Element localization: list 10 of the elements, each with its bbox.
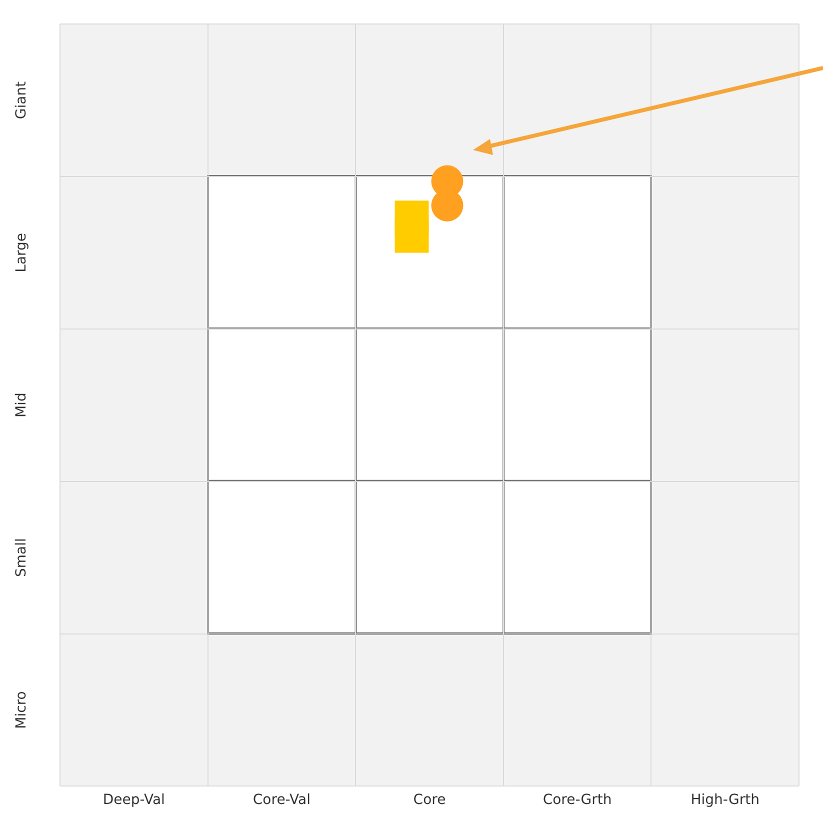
category-label: Giant bbox=[14, 81, 30, 120]
x-tick-label: High-Grth bbox=[690, 792, 760, 808]
category-label: Small bbox=[14, 538, 30, 577]
x-tick-label: Core bbox=[413, 792, 446, 808]
x-tick-label: Deep-Val bbox=[102, 792, 165, 808]
x-tick-label: Core-Grth bbox=[542, 792, 612, 808]
category-label: Micro bbox=[14, 691, 30, 729]
x-tick-label: Core-Val bbox=[252, 792, 310, 808]
category-label: Mid bbox=[14, 392, 30, 418]
category-label: Large bbox=[14, 232, 30, 272]
